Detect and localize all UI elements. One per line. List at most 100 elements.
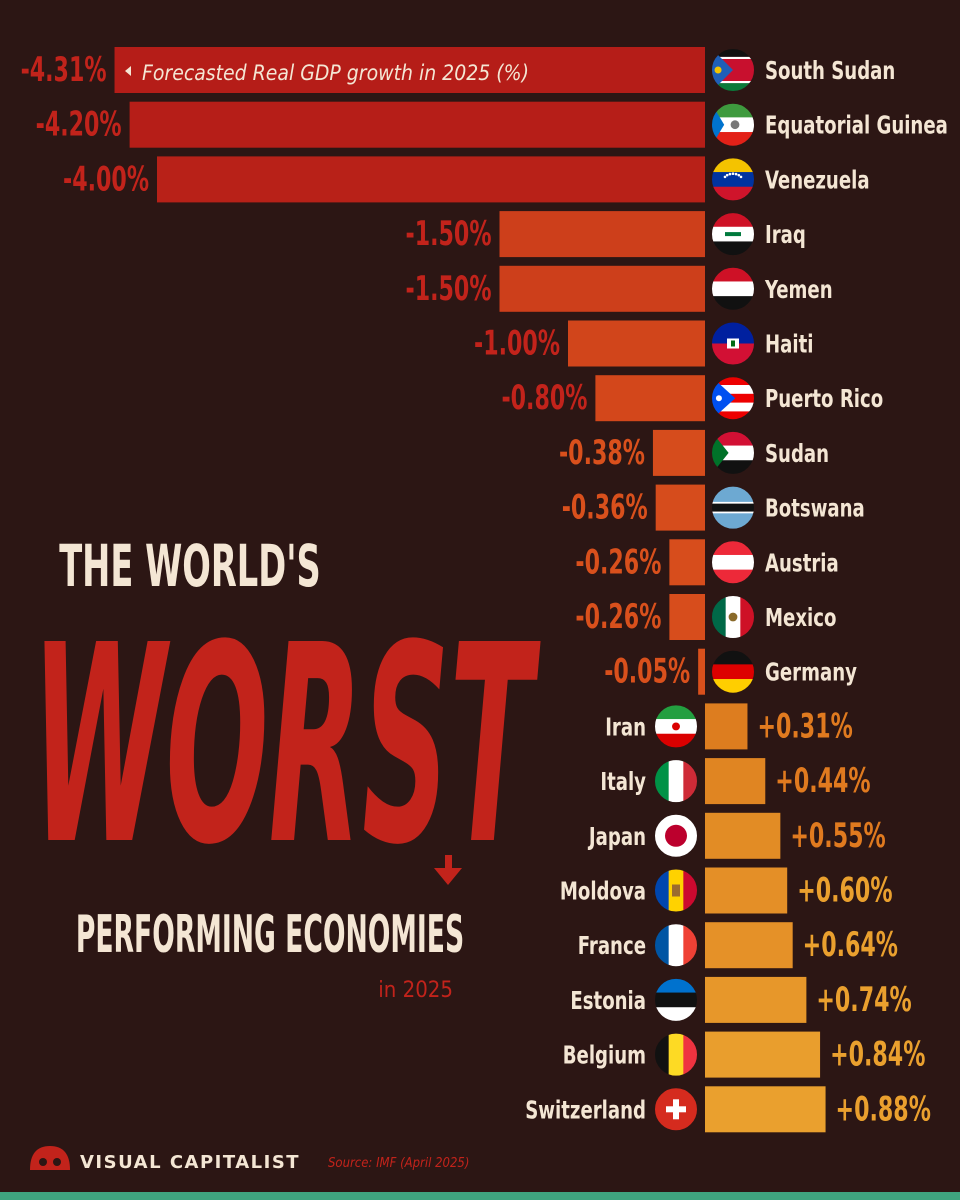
bar-row-italy: +0.44% Italy (600, 758, 871, 805)
bar-haiti (568, 320, 705, 367)
value-label-estonia: +0.74% (816, 980, 911, 1019)
bar-row-south-sudan: -4.31% South Sudan (21, 47, 895, 93)
country-label-iran: Iran (605, 713, 646, 742)
haiti-flag-icon (710, 320, 756, 367)
value-label-france: +0.64% (803, 925, 898, 964)
value-label-switzerland: +0.88% (836, 1089, 931, 1128)
brand-name: VISUAL CAPITALIST (80, 1152, 300, 1173)
country-label-japan: Japan (587, 823, 646, 852)
value-label-equatorial-guinea: -4.20% (36, 105, 122, 144)
country-label-france: France (578, 932, 646, 961)
bar-iran (705, 703, 748, 750)
country-label-venezuela: Venezuela (765, 166, 870, 195)
bar-botswana (655, 484, 705, 531)
value-label-iran: +0.31% (757, 707, 852, 746)
bar-mexico (669, 594, 705, 640)
headline-line4: in 2025 (378, 978, 453, 1003)
bar-row-mexico: -0.26% Mexico (575, 594, 836, 640)
bar-row-germany: -0.05% Germany (604, 648, 857, 695)
bar-row-iran: +0.31% Iran (605, 703, 853, 750)
country-label-moldova: Moldova (560, 877, 646, 906)
bar-venezuela (157, 156, 705, 203)
bottom-accent-strip (0, 1192, 960, 1200)
country-label-equatorial-guinea: Equatorial Guinea (765, 112, 948, 141)
country-label-puerto-rico: Puerto Rico (765, 385, 883, 414)
bar-row-botswana: -0.36% Botswana (562, 484, 865, 531)
country-label-haiti: Haiti (765, 330, 813, 359)
axis-note: Forecasted Real GDP growth in 2025 (%) (142, 61, 529, 85)
bar-estonia (705, 976, 807, 1023)
bar-germany (698, 648, 705, 695)
country-label-sudan: Sudan (765, 440, 829, 469)
country-label-switzerland: Switzerland (525, 1096, 646, 1125)
value-label-venezuela: -4.00% (63, 160, 149, 199)
bar-row-yemen: -1.50% Yemen (406, 265, 833, 312)
switzerland-flag-icon (653, 1086, 699, 1133)
value-label-japan: +0.55% (790, 816, 885, 855)
bar-france (705, 922, 793, 969)
country-label-estonia: Estonia (570, 987, 646, 1016)
country-label-germany: Germany (765, 659, 857, 688)
country-label-austria: Austria (765, 549, 839, 578)
down-arrow-icon (434, 855, 462, 885)
bar-row-equatorial-guinea: -4.20% Equatorial Guinea (36, 101, 948, 148)
puerto-rico-flag-icon (710, 375, 756, 422)
bar-row-sudan: -0.38% Sudan (559, 429, 829, 476)
value-label-iraq: -1.50% (406, 214, 492, 253)
value-label-belgium: +0.84% (830, 1035, 925, 1074)
bar-moldova (705, 867, 788, 914)
bar-row-venezuela: -4.00% Venezuela (63, 156, 870, 203)
value-label-puerto-rico: -0.80% (501, 378, 587, 417)
south-sudan-flag-icon (710, 47, 756, 93)
value-label-austria: -0.26% (575, 542, 661, 581)
country-label-iraq: Iraq (765, 221, 806, 250)
bar-row-moldova: +0.60% Moldova (560, 867, 893, 914)
germany-flag-icon (710, 648, 756, 695)
country-label-south-sudan: South Sudan (765, 57, 895, 86)
austria-flag-icon (710, 539, 756, 586)
bar-row-puerto-rico: -0.80% Puerto Rico (501, 375, 883, 422)
bar-sudan (652, 429, 705, 476)
venezuela-flag-icon (710, 156, 756, 203)
headline-line1: THE WORLD'S (59, 534, 321, 600)
bar-austria (669, 539, 705, 586)
value-label-italy: +0.44% (775, 761, 870, 800)
sudan-flag-icon (710, 429, 756, 476)
source-note: Source: IMF (April 2025) (328, 1156, 469, 1171)
value-label-moldova: +0.60% (797, 871, 892, 910)
country-label-belgium: Belgium (563, 1042, 646, 1071)
bar-puerto-rico (595, 375, 705, 422)
country-label-botswana: Botswana (765, 495, 865, 524)
equatorial-guinea-flag-icon (710, 101, 756, 148)
value-label-botswana: -0.36% (562, 488, 648, 527)
moldova-flag-icon (653, 867, 699, 914)
bar-row-iraq: -1.50% Iraq (406, 211, 806, 258)
bar-row-austria: -0.26% Austria (575, 539, 839, 586)
bar-row-france: +0.64% France (578, 922, 898, 969)
country-label-yemen: Yemen (764, 276, 833, 305)
iraq-flag-icon (710, 211, 756, 258)
headline-line2: WORST (31, 586, 540, 904)
france-flag-icon (653, 922, 699, 969)
headline-line3: PERFORMING ECONOMIES (76, 904, 464, 964)
country-label-italy: Italy (600, 768, 646, 797)
italy-flag-icon (653, 758, 699, 805)
belgium-flag-icon (653, 1031, 699, 1078)
value-label-yemen: -1.50% (406, 269, 492, 308)
value-label-haiti: -1.00% (474, 324, 560, 363)
country-label-mexico: Mexico (765, 604, 836, 633)
bar-equatorial-guinea (129, 101, 706, 148)
bar-yemen (499, 265, 705, 312)
botswana-flag-icon (710, 484, 756, 531)
bar-belgium (705, 1031, 821, 1078)
bar-row-japan: +0.55% Japan (587, 812, 886, 859)
bar-row-belgium: +0.84% Belgium (563, 1031, 925, 1078)
bar-switzerland (705, 1086, 826, 1133)
iran-flag-icon (653, 703, 699, 750)
bars-layer: -4.31% South Sudan -4.20% Equatorial Guinea… (21, 47, 948, 1133)
value-label-south-sudan: -4.31% (21, 50, 107, 89)
bar-row-estonia: +0.74% Estonia (570, 976, 912, 1023)
value-label-mexico: -0.26% (575, 597, 661, 636)
left-arrow-icon (125, 66, 131, 76)
